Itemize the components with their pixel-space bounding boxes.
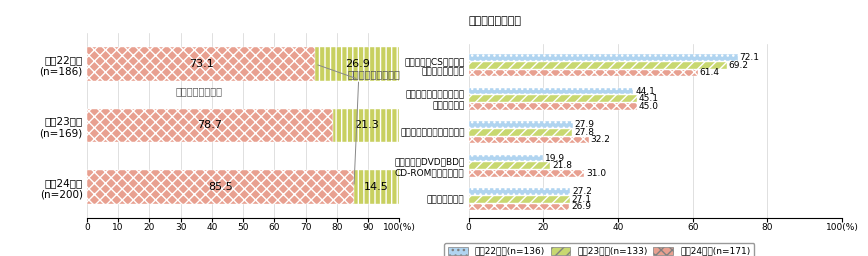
Text: ＜二次形態利用＞: ＜二次形態利用＞ [469,16,522,26]
Text: 27.1: 27.1 [572,195,592,204]
Text: 21.8: 21.8 [552,161,572,170]
Bar [354,170,399,204]
Text: 78.7: 78.7 [197,120,222,131]
Text: 44.1: 44.1 [635,87,655,95]
Text: 85.5: 85.5 [208,182,233,192]
Bar [87,170,354,204]
Bar [469,162,550,169]
Text: 27.2: 27.2 [572,187,592,196]
Bar [469,54,738,61]
Bar [469,188,570,195]
Bar [469,121,573,128]
Text: 二次利用している: 二次利用している [176,87,223,97]
Text: 19.9: 19.9 [545,154,565,163]
Text: 14.5: 14.5 [365,182,389,192]
Text: 45.0: 45.0 [639,102,659,111]
Text: 27.8: 27.8 [575,128,595,137]
Text: 73.1: 73.1 [188,59,214,69]
Bar [469,95,637,102]
Bar [469,170,584,177]
Text: 二次利用していない: 二次利用していない [348,69,401,79]
Bar [315,47,399,81]
Bar [332,109,399,142]
Text: 61.4: 61.4 [700,68,720,78]
Bar [87,109,332,142]
Bar [87,47,315,81]
Bar [469,88,634,94]
Bar [469,155,543,161]
Text: 72.1: 72.1 [740,53,760,62]
Bar [469,70,698,76]
Bar [469,129,573,136]
Text: 26.9: 26.9 [571,202,591,211]
Bar [469,62,727,69]
Text: 21.3: 21.3 [353,120,378,131]
Bar [469,196,570,202]
Bar [469,204,569,210]
Bar [469,103,637,110]
Text: 31.0: 31.0 [586,169,607,178]
Text: 45.1: 45.1 [639,94,659,103]
Text: 69.2: 69.2 [729,61,749,70]
Text: 26.9: 26.9 [345,59,370,69]
Text: 27.9: 27.9 [575,120,595,129]
Bar [469,137,589,143]
Text: 32.2: 32.2 [591,135,611,144]
Legend: 平成22年度(n=136), 平成23年度(n=133), 平成24年度(n=171): 平成22年度(n=136), 平成23年度(n=133), 平成24年度(n=1… [444,243,754,256]
